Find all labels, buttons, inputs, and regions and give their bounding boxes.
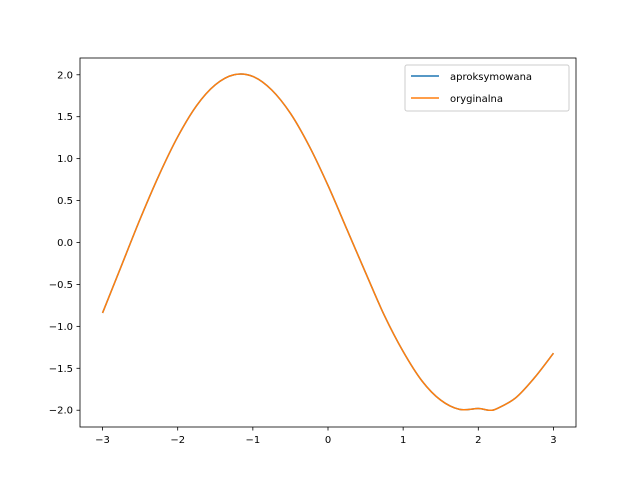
legend-box [404,64,570,112]
legend-label-oryginalna: oryginalna [450,94,503,105]
y-tick-label: 0.5 [57,196,73,207]
y-tick-label: 0.0 [57,238,73,249]
series-layer [101,73,555,412]
y-tick-label: −0.5 [49,280,73,291]
legend-label-aproksymowana: aproksymowana [450,72,532,83]
x-tick-label: 2 [475,435,481,446]
x-tick-label: 0 [325,435,331,446]
legend: aproksymowana oryginalna [404,64,570,112]
x-tick-label: −2 [170,435,185,446]
x-axis-ticks: −3 −2 −1 0 1 2 3 [95,427,557,446]
x-tick-label: −3 [95,435,110,446]
x-tick-label: 1 [400,435,406,446]
plot-area-background [80,58,576,427]
x-tick-label: 3 [550,435,556,446]
y-tick-label: 2.0 [57,70,73,81]
y-tick-label: 1.0 [57,154,73,165]
y-tick-label: −1.5 [49,364,73,375]
series-line-oryginalna [101,73,555,412]
y-tick-label: −2.0 [49,406,73,417]
y-tick-label: −1.0 [49,322,73,333]
x-tick-label: −1 [245,435,260,446]
plot-frame [79,57,577,428]
y-tick-label: 1.5 [57,112,73,123]
y-axis-ticks: −2.0 −1.5 −1.0 −0.5 0.0 0.5 1.0 1.5 2.0 [49,70,80,417]
